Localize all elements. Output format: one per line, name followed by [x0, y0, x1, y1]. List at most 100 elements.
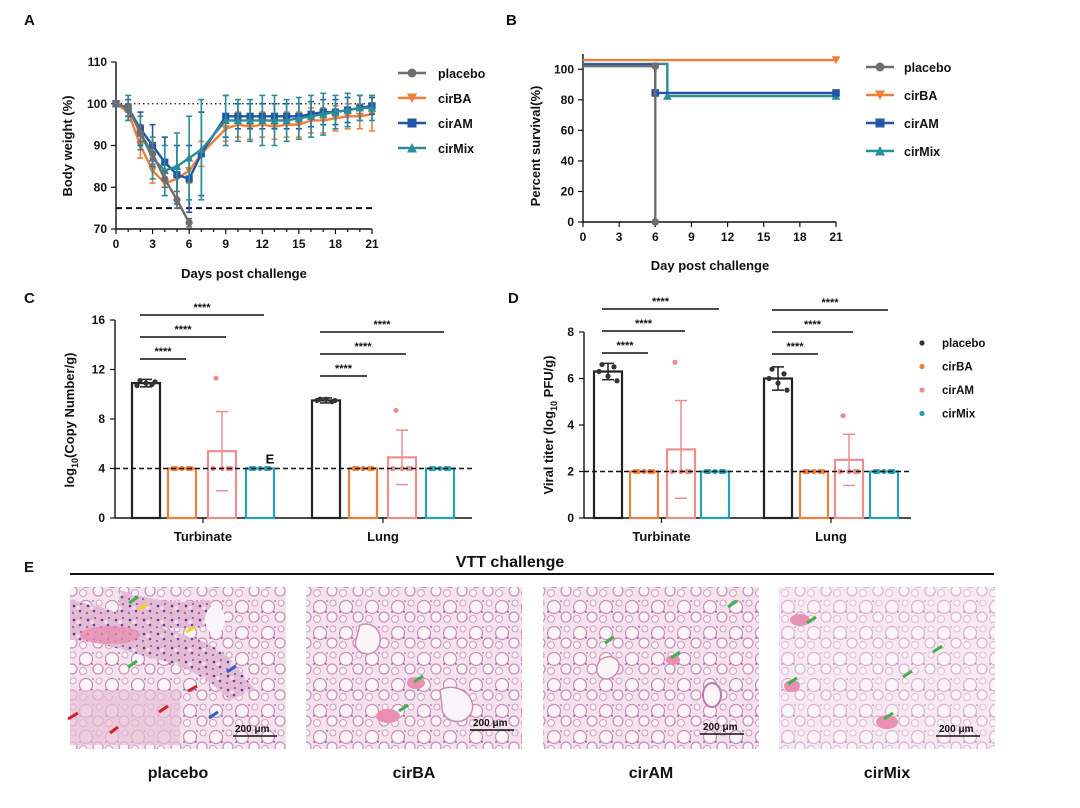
chart-d-point-placebo — [599, 361, 605, 368]
chart-c-point-placebo — [143, 380, 149, 386]
chart-a-point-cirMix — [367, 103, 377, 112]
chart-d-sig-label: **** — [635, 318, 653, 330]
chart-d-ylabel: Viral titer (log10 PFU/g) — [541, 355, 559, 494]
scale-bar-cirba: 200 μm — [473, 718, 508, 729]
chart-d-point-cirBA — [811, 468, 817, 475]
scale-bar-ciram: 200 μm — [703, 722, 738, 733]
chart-d-point-placebo — [611, 364, 617, 370]
chart-d-legend-dot-cirMix — [919, 410, 925, 417]
chart-c: log10(Copy Number/g) 0 4 8 12 16 Turbinate Lun… — [62, 302, 472, 544]
chart-a-point-cirMix — [233, 116, 243, 125]
chart-d-ytick-label: 2 — [567, 465, 574, 479]
histology-label-placebo: placebo — [148, 765, 209, 782]
chart-c-sig-label: **** — [154, 346, 172, 358]
chart-c-point-cirAM — [213, 375, 219, 381]
chart-c-group-label: Turbinate — [174, 529, 232, 544]
chart-b-ylabel: Percent survival(%) — [528, 86, 543, 207]
chart-c-bar-cirMix — [244, 467, 276, 520]
chart-c-group-label: Lung — [367, 529, 399, 544]
panel-label-d: D — [508, 290, 519, 307]
chart-c-point-cirMix — [446, 465, 452, 472]
histology-image-placebo: 200 μm — [67, 587, 286, 749]
chart-b-xtick-label: 18 — [793, 230, 807, 244]
chart-b-series-cirBA — [583, 56, 841, 65]
chart-a-point-placebo — [161, 175, 169, 183]
chart-b-legend-label-placebo: placebo — [904, 61, 952, 75]
chart-a-point-placebo — [173, 196, 181, 204]
chart-b-xtick-label: 9 — [688, 230, 695, 244]
chart-a-point-cirMix — [331, 108, 340, 116]
chart-d-point-cirAM — [672, 359, 678, 365]
chart-c-bar-cirBA — [347, 467, 379, 520]
chart-c-ytick-label: 8 — [98, 412, 105, 426]
chart-a-ytick-label: 90 — [94, 139, 108, 153]
chart-b-xtick-label: 15 — [757, 230, 771, 244]
panel-label-c: C — [24, 290, 35, 307]
chart-a-xtick-label: 21 — [365, 237, 379, 251]
chart-d-point-placebo — [781, 371, 787, 377]
chart-b-legend-marker-cirBA — [875, 90, 885, 100]
chart-a-xtick-label: 3 — [149, 237, 156, 251]
chart-a: Body weight (%) Days post challenge 70 80… — [60, 55, 486, 281]
chart-d-bar-cirBA — [628, 470, 660, 520]
chart-d-legend-label-cirAM: cirAM — [942, 385, 974, 397]
chart-c-point-placebo — [134, 382, 140, 389]
chart-b-legend-label-cirBA: cirBA — [904, 89, 937, 103]
chart-b-point-cirAM — [832, 89, 840, 97]
chart-c-point-placebo — [152, 379, 158, 385]
chart-b-legend-marker-cirAM — [875, 118, 885, 128]
chart-a-point-placebo — [148, 150, 157, 158]
chart-b-xtick-label: 0 — [580, 230, 587, 244]
chart-d-sig-label: **** — [821, 297, 839, 309]
chart-d-point-placebo — [769, 366, 775, 372]
chart-d-legend-label-placebo: placebo — [942, 338, 985, 350]
chart-b-xtick-label: 6 — [652, 230, 659, 244]
chart-b-series-cirMix — [583, 62, 841, 100]
chart-a-legend-marker-cirAM — [407, 118, 417, 128]
chart-c-point-placebo — [314, 397, 320, 404]
chart-a-point-cirMix — [282, 116, 291, 125]
panel-label-a: A — [24, 12, 35, 29]
chart-b-point-cirMix — [663, 91, 672, 100]
histology-label-ciram: cirAM — [629, 765, 673, 782]
chart-b-point-placebo — [651, 218, 660, 226]
chart-b-ytick-label: 100 — [554, 62, 574, 76]
chart-a-xtick-label: 0 — [113, 237, 120, 251]
chart-c-bar-cirMix — [424, 467, 456, 520]
chart-a-point-cirMix — [270, 116, 279, 125]
chart-a-xtick-label: 6 — [186, 237, 193, 251]
chart-b-ytick-label: 20 — [561, 184, 575, 198]
chart-c-point-cirAM — [390, 465, 396, 472]
chart-b-series-placebo — [583, 62, 660, 226]
chart-a-point-cirMix — [185, 153, 194, 162]
chart-d-point-placebo — [766, 375, 772, 382]
chart-b-legend-label-cirMix: cirMix — [904, 145, 940, 159]
chart-b-point-cirBA — [831, 56, 841, 65]
chart-d-legend-label-cirBA: cirBA — [942, 362, 973, 374]
histology-image-cirba: 200 μm — [306, 587, 522, 749]
chart-a-point-cirMix — [197, 145, 206, 154]
histology-label-cirmix: cirMix — [864, 765, 910, 782]
chart-b-line-cirMix — [583, 62, 836, 98]
chart-a-legend-marker-cirMix — [407, 143, 417, 153]
chart-d-sig-label: **** — [616, 340, 634, 352]
chart-d-bar-cirMix — [868, 470, 900, 520]
chart-c-sig-label: **** — [354, 341, 372, 353]
chart-c-bar-placebo — [130, 382, 162, 520]
chart-a-point-cirMix — [343, 105, 352, 114]
chart-d-point-cirBA — [820, 468, 826, 475]
chart-d-point-placebo — [605, 373, 611, 379]
chart-b-xtick-label: 21 — [829, 230, 843, 244]
chart-d-point-placebo — [775, 380, 781, 386]
chart-a-point-cirMix — [306, 112, 316, 120]
chart-a-legend-label-cirAM: cirAM — [438, 117, 473, 131]
chart-a-ytick-label: 80 — [94, 180, 108, 194]
chart-d-group-label: Lung — [815, 529, 847, 544]
chart-b-legend-label-cirAM: cirAM — [904, 117, 939, 131]
chart-a-point-cirMix — [319, 110, 328, 118]
chart-b-line-placebo — [583, 65, 657, 222]
histology-title: VTT challenge — [456, 554, 565, 571]
chart-a-series-placebo — [112, 100, 193, 228]
scale-bar-placebo: 200 μm — [235, 724, 270, 735]
chart-d-group-label: Turbinate — [632, 529, 690, 544]
